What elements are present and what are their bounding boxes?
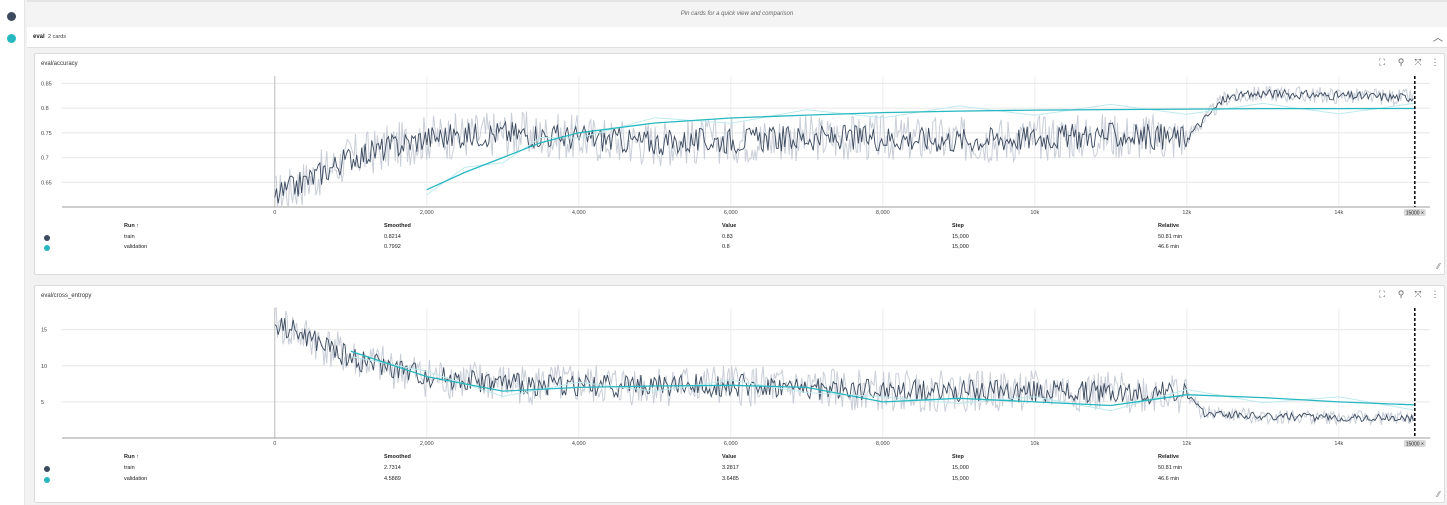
x-tick-label: 8,000 [876, 210, 890, 216]
table-header-run[interactable]: Run ↑ [124, 454, 139, 460]
more-vert-icon[interactable]: ⋮ [1430, 57, 1440, 67]
train-color-dot [44, 466, 50, 472]
x-tick-label: 14k [1334, 441, 1343, 447]
train-color-dot [44, 235, 50, 241]
x-tick-label: 12k [1182, 441, 1191, 447]
table-header-smoothed: Smoothed [384, 223, 411, 229]
table-header-run[interactable]: Run ↑ [124, 223, 139, 229]
step-marker-badge [1403, 209, 1426, 216]
train-line [274, 88, 1414, 204]
x-tick-label: 2,000 [420, 210, 434, 216]
validation-line [350, 350, 1415, 407]
y-tick-label: 10 [41, 364, 47, 370]
row-smoothed: 2.7314 [384, 465, 401, 471]
row-step: 15,000 [952, 476, 969, 482]
pin-icon[interactable]: ⚲ [1397, 57, 1405, 67]
y-tick-label: 0.65 [41, 180, 52, 186]
x-tick-label: 0 [273, 441, 276, 447]
fullscreen-icon[interactable]: ⛶ [1378, 289, 1386, 299]
validation-run-color-dot[interactable] [7, 34, 16, 43]
x-tick-label: 6,000 [724, 441, 738, 447]
validation-raw-line [426, 102, 1415, 196]
train-raw-line [274, 85, 1415, 208]
row-smoothed: 0.8214 [384, 234, 401, 240]
card-title: eval/accuracy [41, 61, 78, 67]
row-relative: 46.6 min [1158, 244, 1180, 250]
table-header-value: Value [722, 454, 737, 460]
run-selector-sidebar [0, 0, 25, 505]
x-tick-label: 10k [1030, 441, 1039, 447]
sidebar-divider [24, 0, 25, 505]
table-header-step: Step [952, 454, 964, 460]
row-value: 3.2817 [722, 465, 739, 471]
card-title: eval/cross_entropy [41, 293, 92, 299]
row-value: 0.8 [722, 244, 730, 250]
row-step: 15,000 [952, 465, 969, 471]
group-name: eval [33, 34, 45, 40]
validation-line [426, 107, 1415, 191]
x-tick-label: 14k [1334, 210, 1343, 216]
x-tick-label: 4,000 [572, 210, 586, 216]
x-tick-label: 6,000 [724, 210, 738, 216]
more-vert-icon[interactable]: ⋮ [1430, 289, 1440, 299]
row-run-name: train [124, 234, 135, 240]
group-card-count: 2 cards [48, 34, 67, 40]
table-header-relative: Relative [1158, 223, 1180, 229]
fullscreen-icon[interactable]: ⛶ [1378, 57, 1386, 67]
pin-icon[interactable]: ⚲ [1397, 289, 1405, 299]
fit-domain-icon[interactable]: ⤧ [1414, 289, 1422, 299]
resize-handle-icon[interactable]: ⁄⁄ [1437, 490, 1440, 499]
x-tick-label: 8,000 [876, 441, 890, 447]
row-run-name: validation [124, 244, 148, 250]
table-header-relative: Relative [1158, 454, 1180, 460]
row-step: 15,000 [952, 244, 969, 250]
row-relative: 46.6 min [1158, 476, 1180, 482]
pin-message: Pin cards for a quick view and compariso… [680, 11, 794, 17]
y-tick-label: 0.7 [41, 156, 49, 162]
x-tick-label: 0 [273, 210, 276, 216]
validation-raw-line [350, 356, 1415, 412]
scalar-card-accuracy: eval/accuracy ⛶ ⚲ ⤧ ⋮ 0.65 0.7 0.75 0.8 0.85… [34, 53, 1445, 275]
validation-color-dot [44, 245, 50, 251]
row-run-name: validation [124, 476, 148, 482]
resize-handle-icon[interactable]: ⁄⁄ [1437, 262, 1440, 271]
x-tick-label: 12k [1182, 210, 1191, 216]
step-marker-badge [1403, 440, 1426, 447]
y-tick-label: 0.85 [41, 81, 52, 87]
step-marker-label: 15000 × [1406, 442, 1424, 448]
train-raw-line [274, 307, 1415, 427]
validation-color-dot [44, 477, 50, 483]
row-run-name: train [124, 465, 135, 471]
card-group-header-eval[interactable]: eval 2 cards ︿ [27, 27, 1447, 48]
x-tick-label: 2,000 [420, 441, 434, 447]
row-value: 0.83 [722, 234, 733, 240]
y-tick-label: 15 [41, 328, 47, 334]
table-header-value: Value [722, 223, 737, 229]
train-run-color-dot[interactable] [7, 12, 16, 21]
scalar-card-cross-entropy: eval/cross_entropy ⛶ ⚲ ⤧ ⋮ 5 10 15 0 2,000 4,… [34, 285, 1445, 503]
fit-domain-icon[interactable]: ⤧ [1414, 57, 1422, 67]
y-tick-label: 0.75 [41, 131, 52, 137]
row-value: 3.6485 [722, 476, 739, 482]
train-line [274, 317, 1414, 424]
row-relative: 50.81 min [1158, 234, 1183, 240]
step-marker-label: 15000 × [1406, 211, 1424, 217]
cross-entropy-chart[interactable]: 5 10 15 0 2,000 4,000 6,000 8,000 10k 12k 14k 15000… [35, 286, 1444, 450]
y-tick-label: 5 [41, 400, 44, 406]
x-tick-label: 4,000 [572, 441, 586, 447]
table-header-step: Step [952, 223, 964, 229]
row-step: 15,000 [952, 234, 969, 240]
collapse-chevron-icon[interactable]: ︿ [1433, 33, 1443, 44]
x-tick-label: 10k [1030, 210, 1039, 216]
row-smoothed: 4.5889 [384, 476, 401, 482]
accuracy-chart[interactable]: 0.65 0.7 0.75 0.8 0.85 0 2,000 4,000 6,000 8,000 1… [35, 54, 1444, 219]
row-smoothed: 0.7992 [384, 244, 401, 250]
y-tick-label: 0.8 [41, 106, 49, 112]
table-header-smoothed: Smoothed [384, 454, 411, 460]
pinned-cards-bar: Pin cards for a quick view and compariso… [27, 0, 1447, 29]
row-relative: 50.81 min [1158, 465, 1183, 471]
